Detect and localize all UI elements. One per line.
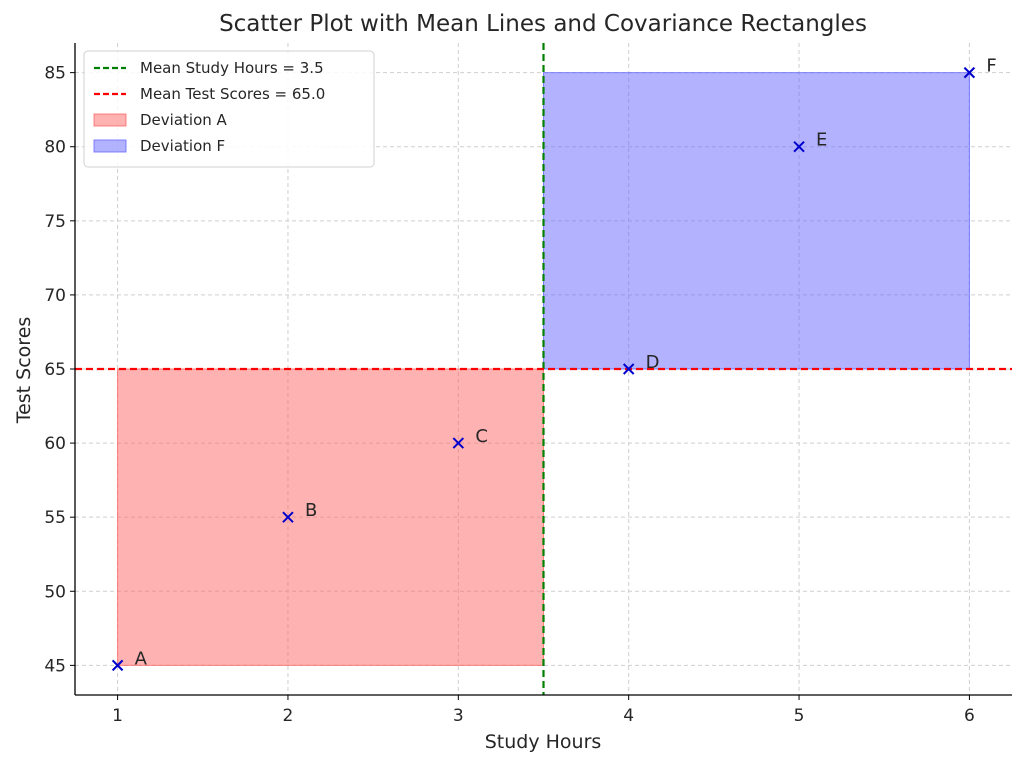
x-tick-label: 6 (964, 706, 975, 726)
point-marker-stroke (111, 659, 124, 672)
x-tick-label: 1 (112, 706, 123, 726)
point-label: F (986, 56, 996, 77)
x-tick-label: 3 (453, 706, 464, 726)
point-layer: A B C D E F (111, 56, 997, 672)
point-marker-stroke (963, 66, 976, 79)
legend-label: Deviation A (140, 111, 228, 129)
legend-label: Deviation F (140, 137, 225, 155)
y-tick-label: 70 (44, 286, 66, 306)
deviation-rectangle (117, 368, 544, 666)
legend: Mean Study Hours = 3.5 Mean Test Scores =… (83, 50, 375, 168)
point-marker-stroke (282, 511, 294, 523)
y-tick-label: 80 (44, 138, 66, 158)
point-marker-stroke (622, 363, 635, 375)
point-label: A (135, 648, 148, 669)
data-point (282, 511, 294, 523)
x-tick-label: 4 (623, 706, 634, 726)
y-tick-label: 75 (44, 212, 66, 232)
y-tick-label: 60 (44, 434, 66, 454)
x-tick-label: 5 (794, 706, 805, 726)
y-tick-label: 65 (44, 360, 66, 380)
data-point (111, 659, 124, 672)
legend-label: Mean Study Hours = 3.5 (140, 59, 324, 77)
point-label: B (305, 500, 317, 521)
y-tick-label: 50 (44, 582, 66, 602)
x-axis-label: Study Hours (485, 731, 602, 753)
y-tick-label: 55 (44, 508, 66, 528)
y-tick-label: 45 (44, 656, 66, 676)
point-label: D (646, 352, 660, 373)
y-axis-label: Test Scores (13, 317, 35, 425)
point-label: E (816, 130, 827, 151)
legend-label: Mean Test Scores = 65.0 (140, 85, 325, 103)
data-point (793, 141, 805, 153)
point-marker-stroke (793, 141, 805, 153)
chart-title: Scatter Plot with Mean Lines and Covaria… (219, 11, 867, 37)
legend-patch-swatch (93, 113, 127, 127)
legend-patch-swatch (93, 139, 127, 153)
point-label: C (475, 426, 488, 447)
data-point (452, 437, 465, 449)
data-point (963, 66, 976, 79)
y-tick-label: 85 (44, 64, 66, 84)
legend-box (83, 50, 375, 168)
mean-line-layer (75, 43, 1012, 695)
x-tick-label: 2 (283, 706, 294, 726)
deviation-rectangle (543, 72, 970, 370)
rectangle-layer (117, 72, 970, 666)
point-marker-stroke (452, 437, 465, 449)
data-point (622, 363, 635, 375)
